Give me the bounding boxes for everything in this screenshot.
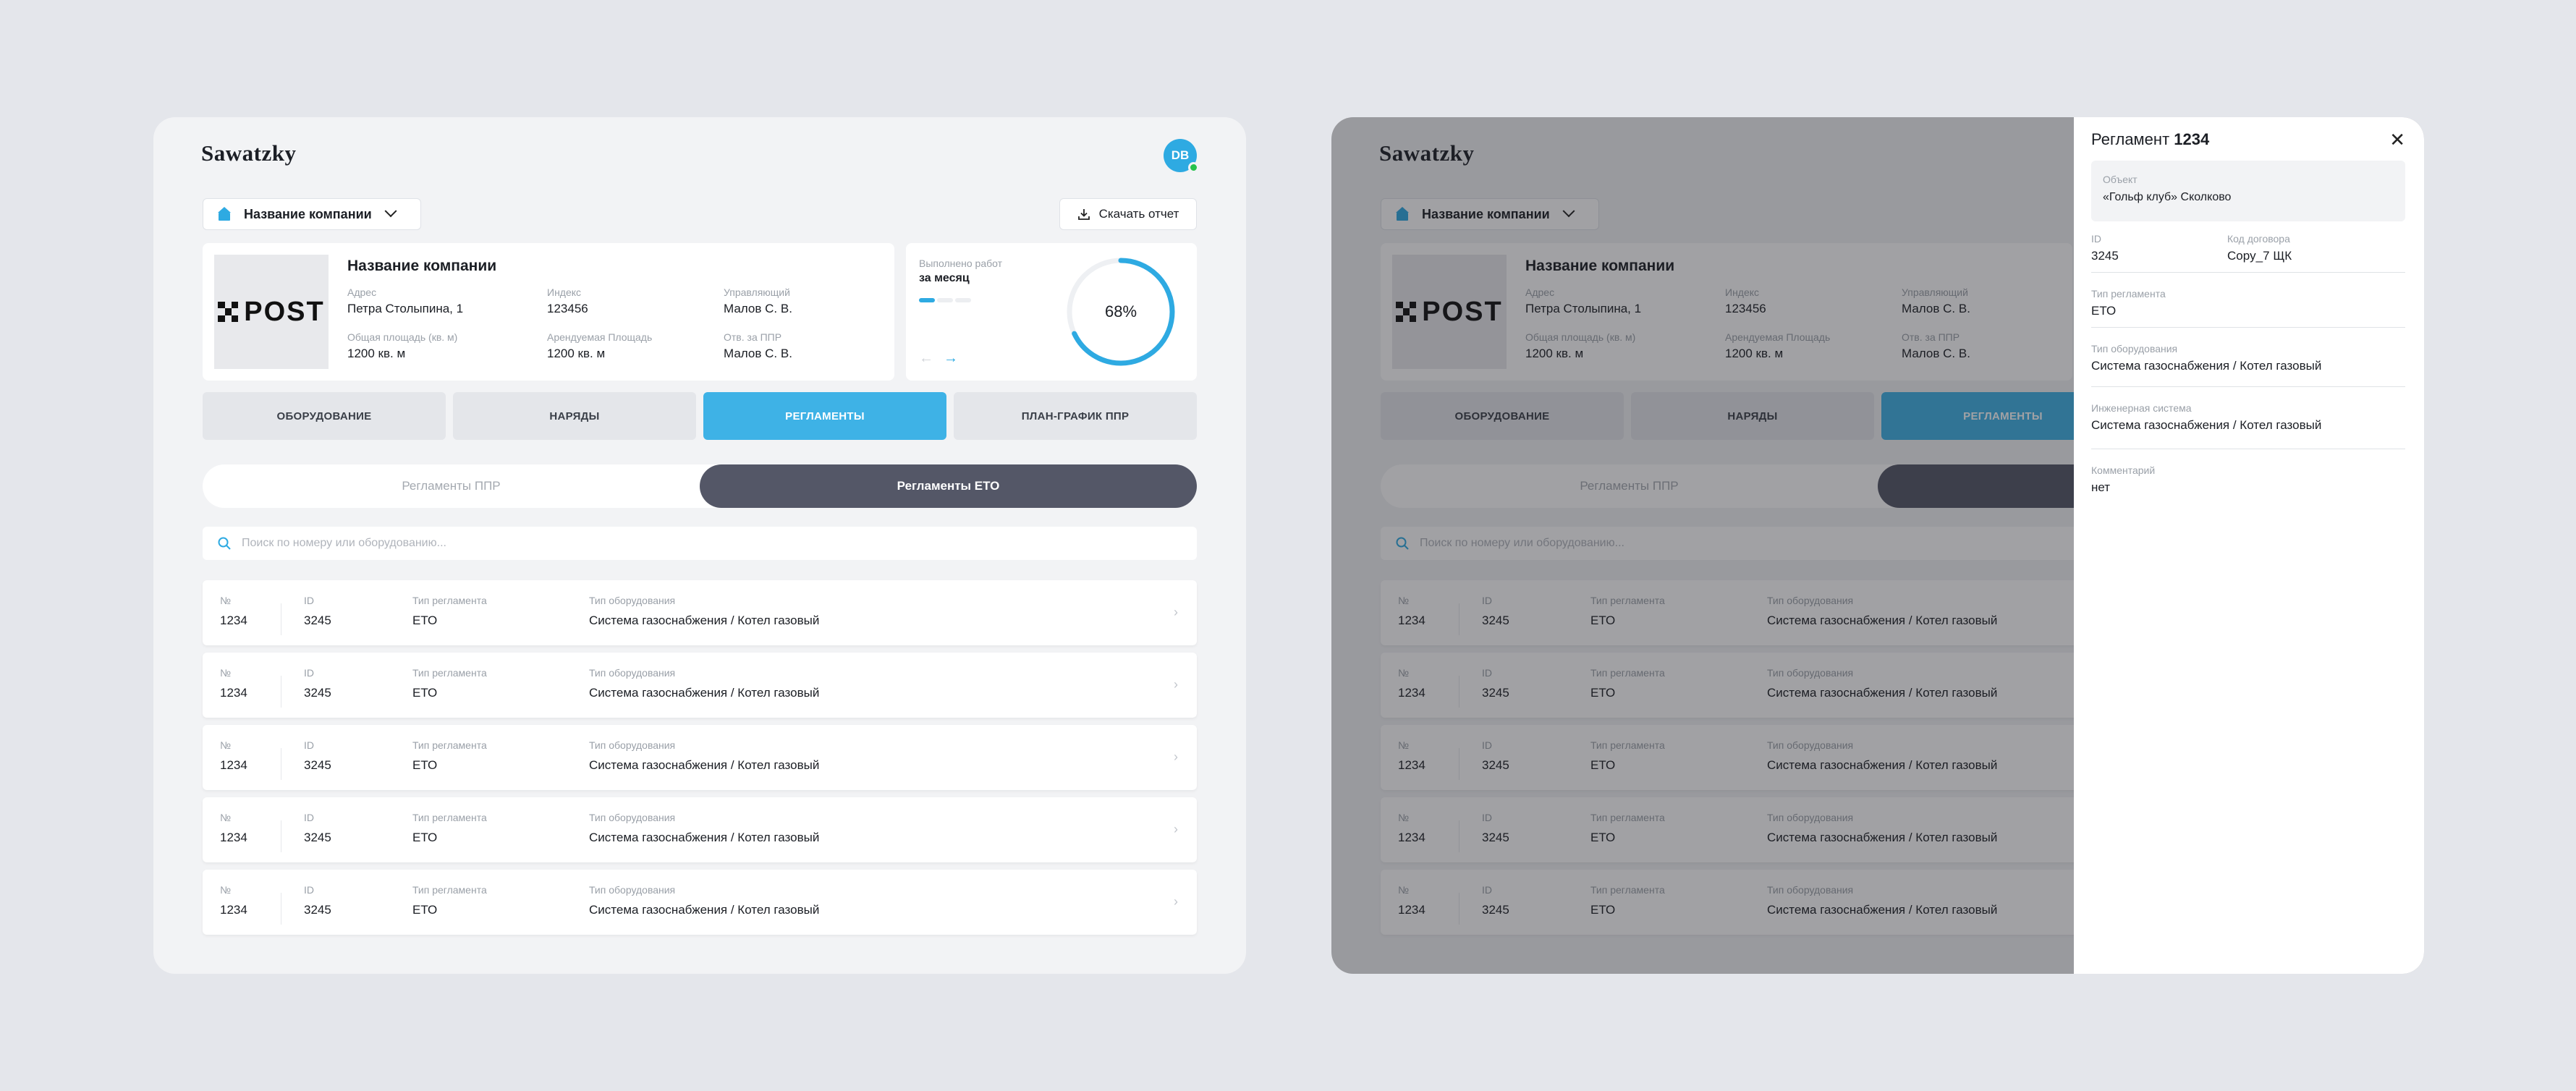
table-row[interactable]: № 1234 ID 3245 Тип регламента ЕТО Тип обору…: [203, 725, 1197, 790]
regulation-type-field: Тип регламента ЕТО: [2091, 288, 2166, 318]
equipment-type-field: Тип оборудования Система газоснабжения / …: [2091, 343, 2322, 373]
table-row[interactable]: № 1234 ID 3245 Тип регламента ЕТО Тип обору…: [203, 870, 1197, 935]
segment-ppr: Регламенты ППР: [1580, 479, 1679, 493]
search-icon: [1396, 537, 1409, 550]
engineering-system-field: Инженерная система Система газоснабжения …: [2091, 402, 2322, 432]
index-field: Индекс 123456: [1725, 286, 1766, 315]
user-avatar[interactable]: DB: [1164, 139, 1199, 173]
tab-ppr-schedule[interactable]: ПЛАН-ГРАФИК ППР: [954, 392, 1197, 440]
main-tabs: ОБОРУДОВАНИЕ НАРЯДЫ РЕГЛАМЕНТЫ ПЛАН-ГРАФ…: [203, 392, 1197, 440]
manager-field: Управляющий Малов С. В.: [724, 286, 792, 315]
search-icon: [218, 537, 231, 550]
total-area-field: Общая площадь (кв. м) 1200 кв. м: [1525, 331, 1636, 360]
table-row[interactable]: № 1234 ID 3245 Тип регламента ЕТО Тип обору…: [203, 580, 1197, 645]
address-field: Адрес Петра Столыпина, 1: [347, 286, 464, 315]
company-info-card: POST Название компании Адрес Петра Столып…: [203, 243, 894, 381]
drawer-title: Регламент 1234: [2091, 130, 2210, 148]
avatar-initials: DB: [1171, 148, 1190, 162]
regulation-list: № 1234 ID 3245 Тип регламента ЕТО Тип обору…: [203, 580, 1197, 942]
post-logo-icon: [1396, 302, 1417, 322]
progress-label: Выполнено работ: [919, 258, 1003, 269]
company-select[interactable]: Название компании: [203, 198, 421, 230]
screen-detail: Sawatzky Название компании POST Название…: [1331, 117, 2424, 974]
progress-ring: [1067, 258, 1175, 366]
app-logo[interactable]: Sawatzky: [201, 140, 297, 166]
arrow-left-icon[interactable]: ←: [919, 350, 933, 366]
search-placeholder: Поиск по номеру или оборудованию...: [242, 537, 446, 549]
company-select: Название компании: [1381, 198, 1599, 230]
progress-percent: 68%: [1104, 302, 1137, 320]
divider: [2091, 327, 2405, 328]
index-field: Индекс 123456: [547, 286, 588, 315]
total-area-field: Общая площадь (кв. м) 1200 кв. м: [347, 331, 458, 360]
chevron-right-icon: ›: [1174, 822, 1178, 836]
chevron-down-icon: [384, 205, 397, 218]
id-field: ID 3245: [2091, 233, 2119, 263]
comment-field: Комментарий нет: [2091, 464, 2156, 494]
search-input[interactable]: Поиск по номеру или оборудованию...: [203, 527, 1197, 560]
period-dots: [919, 298, 971, 302]
online-status-dot: [1188, 162, 1199, 173]
table-row[interactable]: № 1234 ID 3245 Тип регламента ЕТО Тип обору…: [203, 797, 1197, 862]
manager-field: Управляющий Малов С. В.: [1902, 286, 1970, 315]
divider: [2091, 386, 2405, 387]
company-logo: POST: [1392, 255, 1507, 369]
tab-orders: НАРЯДЫ: [1631, 392, 1874, 440]
tab-equipment[interactable]: ОБОРУДОВАНИЕ: [203, 392, 446, 440]
company-name: Название компании: [1525, 258, 1675, 274]
app-logo: Sawatzky: [1379, 140, 1475, 166]
divider: [2091, 272, 2405, 273]
building-icon: [1394, 207, 1410, 221]
company-info-card: POST Название компании Адрес Петра Столып…: [1381, 243, 2072, 381]
chevron-right-icon: ›: [1174, 894, 1178, 909]
chevron-right-icon: ›: [1174, 750, 1178, 764]
progress-card: Выполнено работ за месяц ← → 68%: [906, 243, 1197, 381]
company-logo: POST: [214, 255, 329, 369]
company-name: Название компании: [347, 258, 497, 274]
screen-list: Sawatzky DB Название компании Скачать от…: [153, 117, 1246, 974]
regulation-segment: Регламенты ППР Регламенты ЕТО: [203, 464, 1197, 508]
address-field: Адрес Петра Столыпина, 1: [1525, 286, 1642, 315]
segment-ppr[interactable]: Регламенты ППР: [402, 479, 501, 493]
download-report-button[interactable]: Скачать отчет: [1059, 198, 1197, 230]
tab-orders[interactable]: НАРЯДЫ: [453, 392, 696, 440]
post-logo-icon: [218, 302, 239, 322]
company-logo-text: POST: [244, 296, 325, 327]
building-icon: [216, 207, 232, 221]
arrow-right-icon[interactable]: →: [944, 350, 958, 366]
download-report-label: Скачать отчет: [1098, 207, 1179, 221]
company-select-label: Название компании: [244, 206, 372, 221]
rent-area-field: Арендуемая Площадь 1200 кв. м: [547, 331, 653, 360]
chevron-right-icon: ›: [1174, 677, 1178, 692]
table-row[interactable]: № 1234 ID 3245 Тип регламента ЕТО Тип обору…: [203, 653, 1197, 718]
ppr-responsible-field: Отв. за ППР Малов С. В.: [724, 331, 792, 360]
download-icon: [1077, 208, 1090, 221]
tab-equipment: ОБОРУДОВАНИЕ: [1381, 392, 1624, 440]
progress-period: за месяц: [919, 272, 970, 284]
segment-eto[interactable]: Регламенты ЕТО: [700, 464, 1197, 508]
ppr-responsible-field: Отв. за ППР Малов С. В.: [1902, 331, 1970, 360]
rent-area-field: Арендуемая Площадь 1200 кв. м: [1725, 331, 1831, 360]
chevron-right-icon: ›: [1174, 605, 1178, 619]
tab-regulations[interactable]: РЕГЛАМЕНТЫ: [703, 392, 946, 440]
regulation-detail-drawer: Регламент 1234 ✕ Объект «Гольф клуб» Ско…: [2074, 117, 2424, 974]
object-field: Объект «Гольф клуб» Сколково: [2091, 161, 2405, 221]
close-icon[interactable]: ✕: [2389, 129, 2405, 150]
contract-field: Код договора Copy_7 ЩК: [2227, 233, 2292, 263]
